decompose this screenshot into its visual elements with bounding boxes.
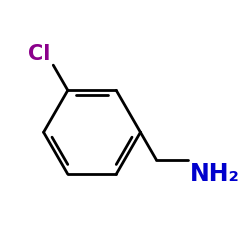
Text: NH₂: NH₂ (190, 162, 240, 186)
Text: Cl: Cl (28, 44, 51, 64)
